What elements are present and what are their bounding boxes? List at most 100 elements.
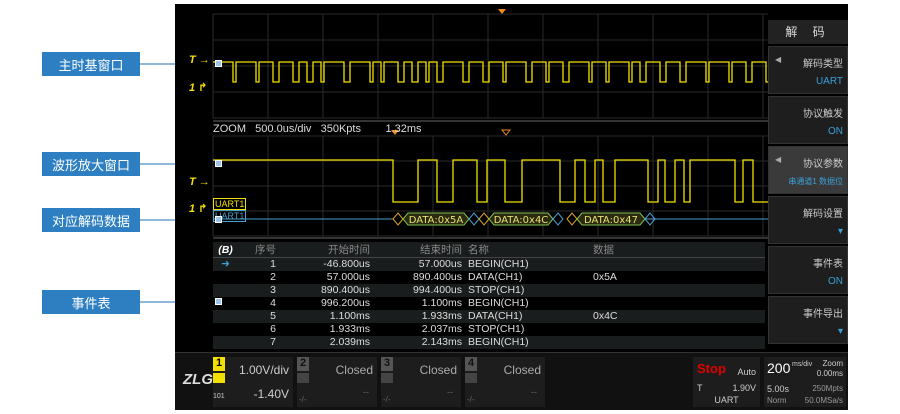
ch1-number: 1 — [213, 357, 225, 371]
cell: DATA(CH1) — [468, 271, 523, 283]
cell — [590, 258, 765, 271]
timebase-box[interactable]: 200 ms/div Zoom 0.00ms 5.00s 250Mpts Nor… — [764, 357, 846, 407]
coupling-icon — [465, 373, 477, 383]
trigger-mode: Auto — [737, 367, 756, 377]
table-row[interactable]: 7 2.039ms 2.143ms BEGIN(CH1) — [213, 336, 765, 349]
cell: 0x5A — [593, 271, 617, 283]
table-row[interactable]: 2 57.000us 890.400us DATA(CH1) 0x5A — [213, 271, 765, 284]
menu-value: 串通道1 数据位 — [788, 177, 843, 186]
cell — [590, 297, 765, 310]
cell: BEGIN(CH1) — [468, 336, 529, 348]
table-row[interactable]: 5 1.100ms 1.933ms DATA(CH1) 0x4C — [213, 310, 765, 323]
cell — [590, 284, 765, 297]
oscilloscope-screen: DATA:0x5A DATA:0x4C DATA:0x47 ZOOM 500.0us… — [175, 4, 848, 410]
table-row[interactable]: 6 1.933ms 2.037ms STOP(CH1) — [213, 323, 765, 336]
current-row-arrow-icon: ➜ — [221, 258, 230, 270]
ch4-offset: -- — [531, 387, 537, 397]
cell: 57.000us — [326, 271, 370, 283]
menu-label: 事件导出 — [803, 309, 843, 320]
cell: 7 — [270, 336, 276, 348]
menu-item-1[interactable]: 协议触发 ON — [768, 96, 848, 144]
coupling-icon — [381, 373, 393, 383]
callout-anchor — [215, 60, 222, 67]
menu-value: ▾ — [837, 226, 843, 237]
menu-label: 事件表 — [813, 259, 843, 270]
cell: 2.039ms — [329, 336, 370, 348]
zoom-offset: 1.32ms — [385, 123, 422, 135]
cell: 2.037ms — [421, 323, 462, 335]
ch2-box[interactable]: 2 Closed -- -/- — [297, 357, 377, 407]
ch3-box[interactable]: 3 Closed -- -/- — [381, 357, 461, 407]
ch3-offset: -- — [447, 387, 453, 397]
cell: STOP(CH1) — [468, 323, 525, 335]
start-bit-marker — [566, 212, 578, 226]
trigger-level: 1.90V — [732, 383, 756, 393]
cell: 4 — [270, 297, 276, 309]
memory-depth: 250Mpts — [812, 384, 843, 393]
row-marker — [213, 310, 238, 323]
cell: 1.933ms — [421, 310, 462, 322]
coupling-icon — [297, 373, 309, 383]
uart-tag-yellow: UART1 — [213, 198, 247, 210]
main-waveform — [213, 61, 768, 83]
table-row[interactable]: 3 890.400us 994.400us STOP(CH1) — [213, 284, 765, 297]
zlg-logo: ZLG — [183, 371, 213, 388]
cell: 3 — [270, 284, 276, 296]
zoom-header: ZOOM 500.0us/div 350Kpts 1.32ms — [213, 123, 422, 135]
zoom-value: 0.00ms — [816, 369, 843, 378]
menu-label: 解码设置 — [803, 209, 843, 220]
run-stop-state[interactable]: Stop — [697, 361, 726, 376]
table-header: (B) 序号 开始时间 结束时间 名称 数据 — [213, 242, 765, 258]
table-row[interactable]: ➜ 1 -46.800us 57.000us BEGIN(CH1) — [213, 258, 765, 271]
table-row[interactable]: 4 996.200us 1.100ms BEGIN(CH1) — [213, 297, 765, 310]
col-name: 名称 — [468, 244, 489, 256]
decode-packet-label: DATA:0x4C — [494, 215, 549, 226]
ch2-offset: -- — [363, 387, 369, 397]
cell: BEGIN(CH1) — [468, 297, 529, 309]
menu-item-2[interactable]: ◀ 协议参数 串通道1 数据位 — [768, 146, 848, 194]
stop-bit-marker — [644, 212, 656, 226]
menu-item-5[interactable]: 事件导出 ▾ — [768, 296, 848, 344]
menu-label: 协议触发 — [803, 109, 843, 120]
ch1-scale: 1.00V/div — [238, 363, 289, 377]
channel1-marker-zoom: 1 ↱ — [189, 203, 208, 215]
cell: 994.400us — [412, 284, 462, 296]
trigger-box[interactable]: Stop Auto T 1.90V UART — [693, 357, 760, 407]
cell — [590, 323, 765, 336]
menu-item-4[interactable]: 事件表 ON — [768, 246, 848, 294]
acquire-mode: Norm — [767, 396, 787, 405]
zoom-label: Zoom — [822, 359, 843, 368]
cell: 996.200us — [320, 297, 370, 309]
menu-title: 解 码 — [768, 20, 848, 44]
ch3-sub: -/- — [383, 395, 391, 404]
callout-main-timebase: 主时基窗口 — [42, 52, 140, 76]
cell: STOP(CH1) — [468, 284, 525, 296]
start-bit-marker — [392, 212, 404, 226]
callout-anchor — [215, 160, 222, 167]
cell: 1.100ms — [421, 297, 462, 309]
decode-indicator: 101 — [213, 393, 225, 400]
channel1-box[interactable]: 1 101 1.00V/div -1.40V — [213, 357, 293, 407]
trigger-marker: T → — [189, 54, 210, 66]
menu-item-0[interactable]: ◀ 解码类型 UART — [768, 46, 848, 94]
event-table[interactable]: (B) 序号 开始时间 结束时间 名称 数据 ➜ 1 -46.800us 57.000… — [213, 242, 765, 352]
zoom-waveform — [213, 159, 768, 203]
callout-anchor — [215, 298, 222, 305]
uart-tag-blue: UART1 — [213, 210, 247, 222]
ch2-number: 2 — [297, 357, 309, 371]
menu-item-3[interactable]: 解码设置 ▾ — [768, 196, 848, 244]
col-start: 开始时间 — [328, 244, 370, 256]
bus-b-icon[interactable]: (B) — [218, 244, 233, 256]
cell: 5 — [270, 310, 276, 322]
menu-value: ▾ — [837, 326, 843, 337]
ch2-sub: -/- — [299, 395, 307, 404]
stop-bit-marker — [468, 212, 480, 226]
row-marker — [213, 284, 238, 297]
col-end: 结束时间 — [420, 244, 462, 256]
time-delay: 5.00s — [767, 384, 790, 394]
ch4-box[interactable]: 4 Closed -- -/- — [465, 357, 545, 407]
zoom-timebase: 500.0us/div — [255, 123, 312, 135]
cell — [590, 336, 765, 349]
timebase-unit: ms/div — [792, 361, 813, 368]
trigger-t-label: T — [697, 383, 703, 393]
